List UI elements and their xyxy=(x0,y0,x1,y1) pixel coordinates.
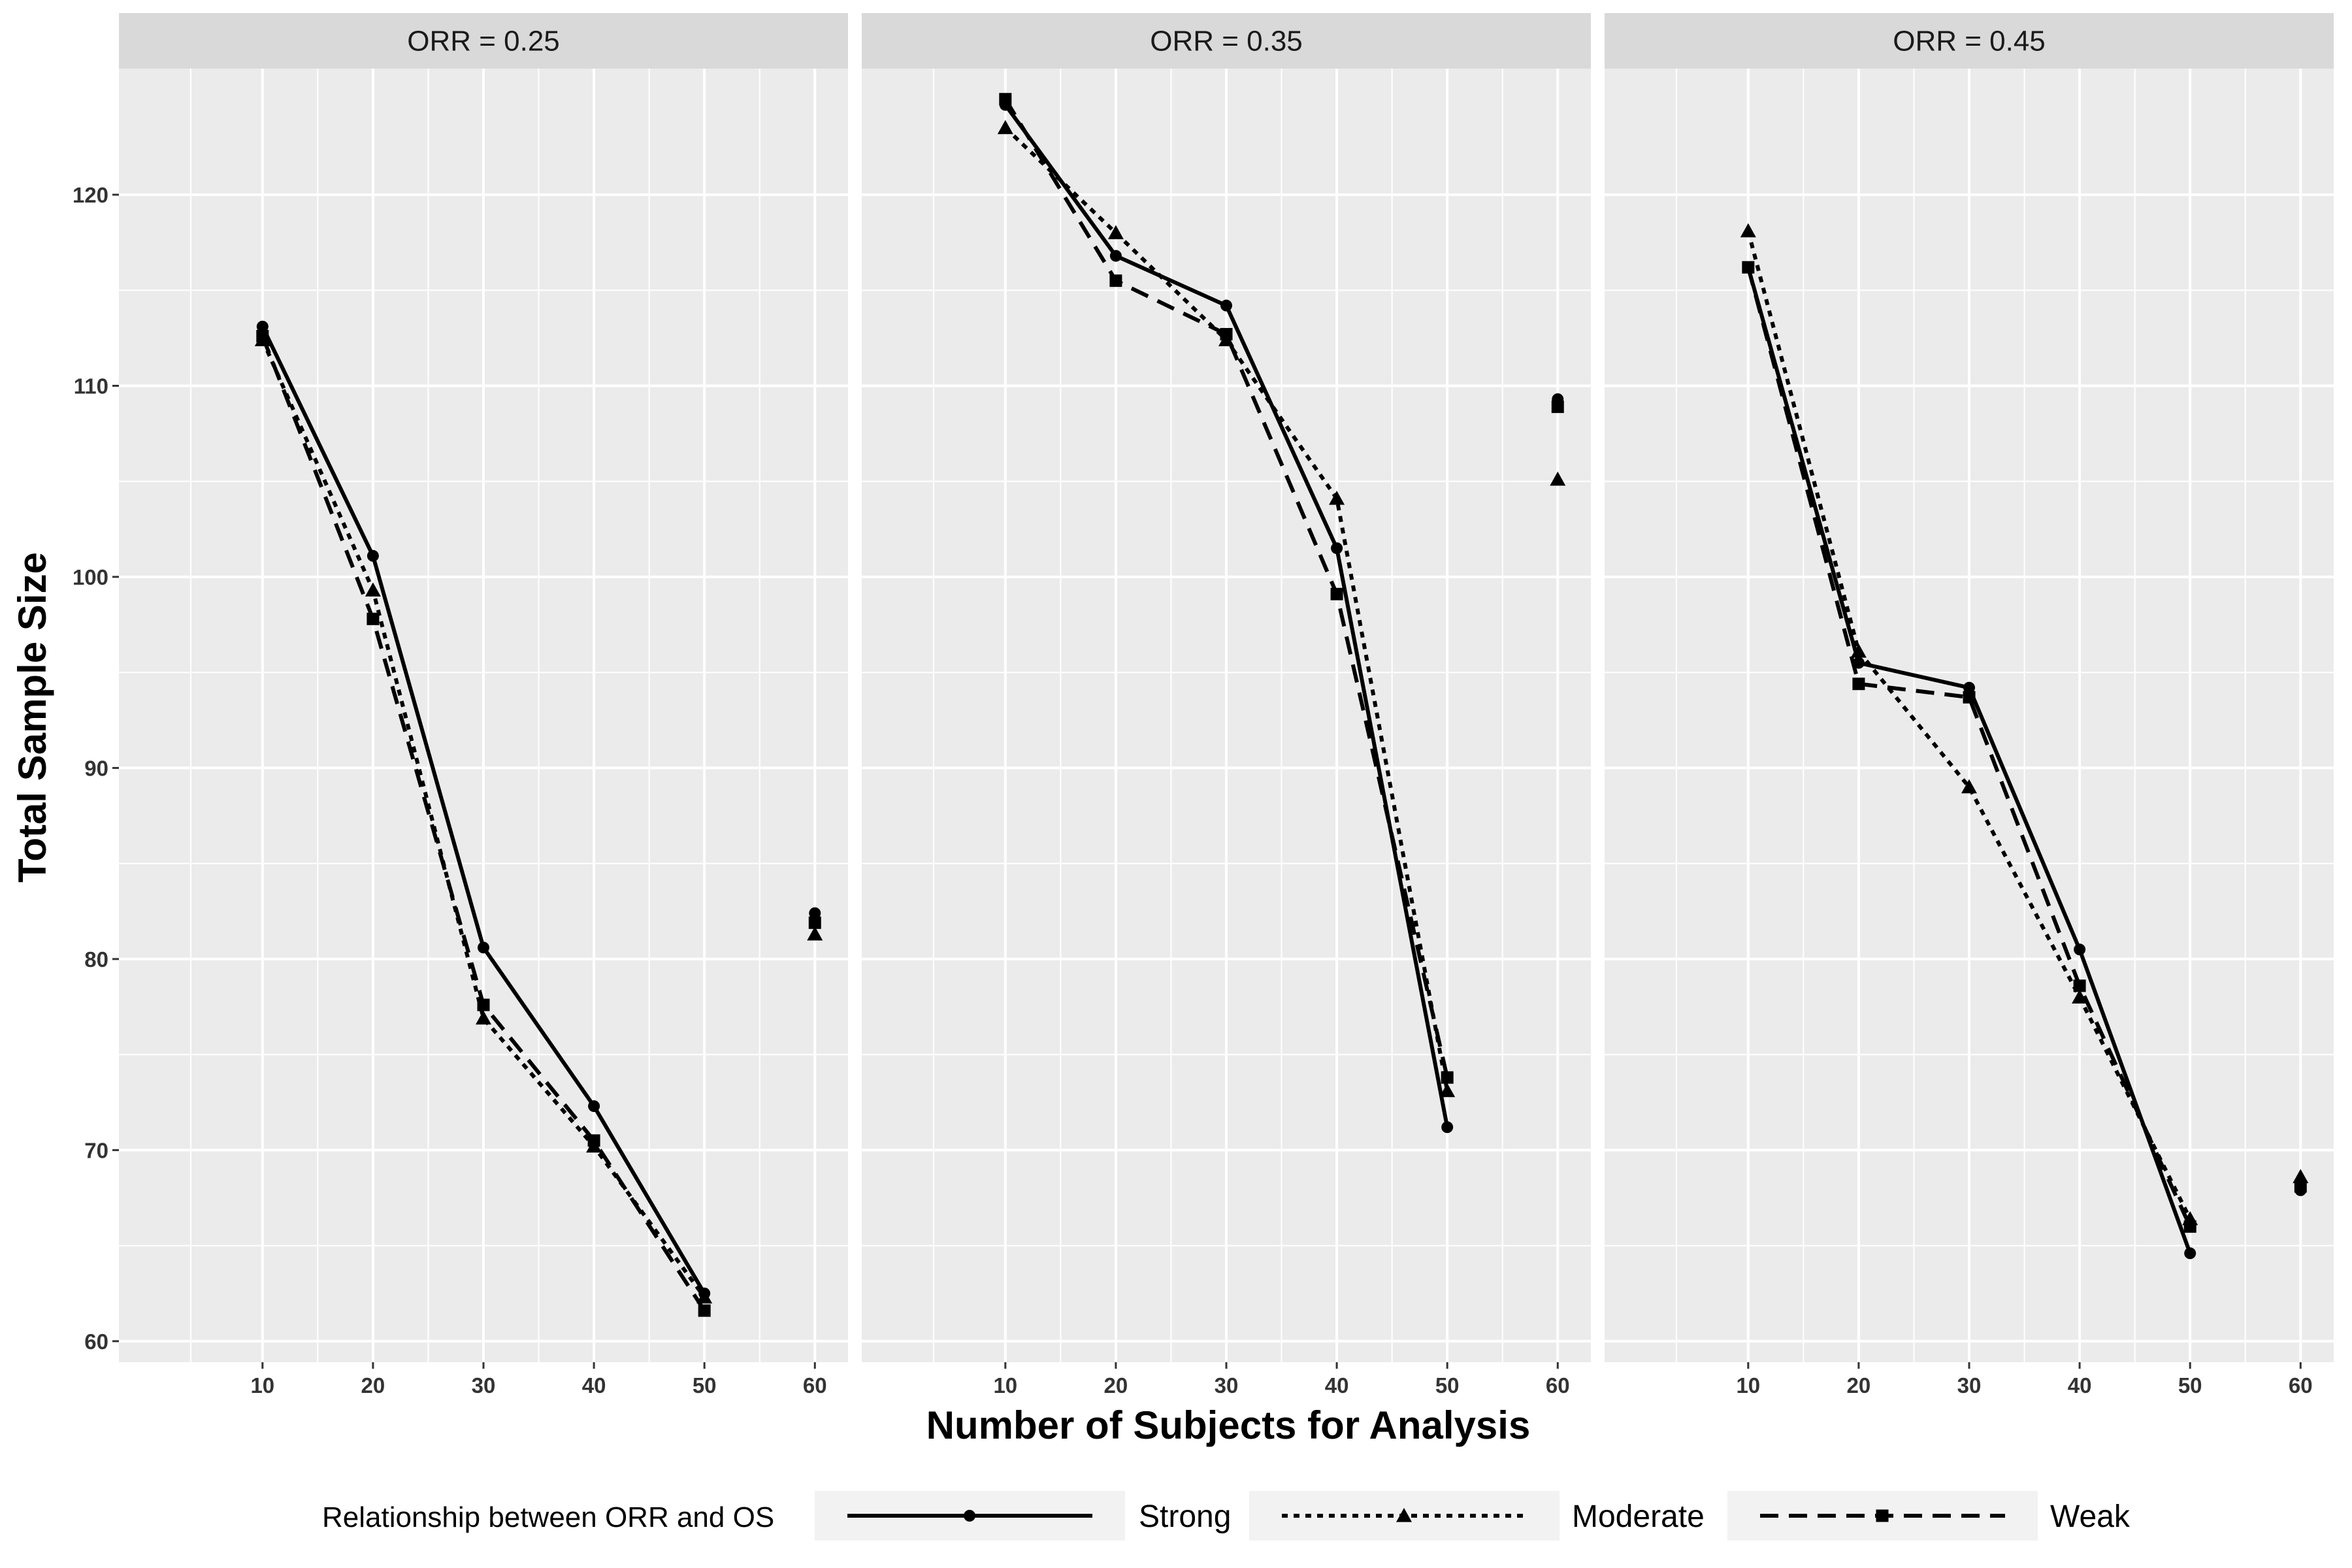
data-point-strong xyxy=(2184,1247,2197,1260)
x-tick-label: 30 xyxy=(472,1373,496,1397)
data-point-weak xyxy=(1330,587,1343,600)
x-tick-label: 50 xyxy=(693,1373,717,1397)
y-tick-label: 90 xyxy=(84,756,108,780)
data-point-moderate xyxy=(1850,644,1867,658)
y-tick-label: 120 xyxy=(73,183,108,207)
data-point-weak xyxy=(587,1134,600,1147)
data-point-weak xyxy=(477,998,490,1011)
data-point-weak xyxy=(1963,691,1976,704)
x-tick-label: 30 xyxy=(1215,1373,1239,1397)
legend: Relationship between ORR and OS Strong Mod… xyxy=(322,1491,2131,1541)
y-tick-label: 70 xyxy=(84,1138,108,1162)
facet-strip xyxy=(1605,13,2334,69)
data-point-strong xyxy=(1220,299,1232,312)
facet-panel: ORR = 0.45 10 20 30 40 50 60 xyxy=(1605,13,2334,1397)
data-point-weak xyxy=(367,612,380,625)
data-point-weak xyxy=(1441,1071,1454,1084)
data-point-strong xyxy=(478,941,489,954)
data-point-strong xyxy=(809,907,821,919)
data-point-moderate xyxy=(997,120,1013,135)
data-point-moderate xyxy=(1107,225,1124,240)
x-tick-label: 40 xyxy=(2068,1373,2092,1397)
series-line-moderate xyxy=(1746,230,2192,1220)
data-point-weak xyxy=(2294,1180,2307,1193)
data-point-moderate xyxy=(1961,779,1977,794)
x-tick-label: 50 xyxy=(1435,1373,1460,1397)
facet-strip xyxy=(862,13,1591,69)
data-point-moderate xyxy=(1439,1083,1456,1098)
data-point-weak xyxy=(999,93,1012,106)
data-point-strong xyxy=(1331,542,1343,555)
data-point-moderate xyxy=(696,1289,713,1304)
facet-strip xyxy=(119,13,848,69)
x-tick-label: 20 xyxy=(1847,1373,1871,1397)
data-point-weak xyxy=(698,1304,711,1317)
data-point-moderate xyxy=(476,1010,491,1025)
data-point-strong xyxy=(256,320,269,333)
data-point-weak xyxy=(2073,979,2086,992)
data-point-moderate xyxy=(365,582,381,597)
x-tick-label: 20 xyxy=(361,1373,385,1397)
facet-panel: ORR = 0.35 10 20 30 40 50 60 xyxy=(862,13,1591,1397)
data-point-moderate xyxy=(1329,491,1345,505)
x-tick-label: 10 xyxy=(1736,1373,1760,1397)
data-point-strong xyxy=(1441,1121,1454,1134)
data-point-strong xyxy=(2074,943,2086,956)
x-tick-label: 40 xyxy=(1325,1373,1349,1397)
x-tick-label: 60 xyxy=(803,1373,827,1397)
legend-title: Relationship between ORR and OS xyxy=(322,1501,774,1533)
gridlines xyxy=(1605,69,2334,1362)
series-line-weak xyxy=(1004,98,1450,1078)
data-point-moderate xyxy=(2072,989,2088,1004)
y-tick-label: 80 xyxy=(84,947,108,972)
y-tick-label: 60 xyxy=(84,1330,108,1354)
x-tick-label: 10 xyxy=(250,1373,274,1397)
x-tick-label: 10 xyxy=(993,1373,1017,1397)
data-point-weak xyxy=(1109,274,1122,287)
x-tick-label: 30 xyxy=(1957,1373,1982,1397)
data-point-weak xyxy=(256,329,269,342)
data-point-strong xyxy=(1963,681,1975,694)
legend-key-marker xyxy=(1396,1508,1412,1522)
data-point-weak xyxy=(1220,328,1233,341)
data-point-weak xyxy=(1852,678,1865,691)
data-point-weak xyxy=(1551,400,1564,414)
data-point-weak xyxy=(808,916,821,929)
legend-key-marker xyxy=(1876,1509,1889,1522)
data-point-strong xyxy=(1109,250,1122,262)
y-tick-label: 110 xyxy=(74,374,108,398)
data-point-weak xyxy=(2183,1220,2197,1233)
legend-label-strong: Strong xyxy=(1139,1499,1231,1534)
data-point-moderate xyxy=(1740,223,1756,238)
legend-label-weak: Weak xyxy=(2050,1499,2131,1534)
x-tick-label: 60 xyxy=(2289,1373,2313,1397)
facet-strip-label: ORR = 0.25 xyxy=(407,25,560,57)
legend-label-moderate: Moderate xyxy=(1572,1499,1705,1534)
facet-strip-label: ORR = 0.45 xyxy=(1893,25,2046,57)
x-tick-label: 20 xyxy=(1104,1373,1128,1397)
x-axis-title: Number of Subjects for Analysis xyxy=(926,1403,1531,1447)
x-tick-label: 50 xyxy=(2178,1373,2202,1397)
data-point-moderate xyxy=(1550,471,1566,486)
data-point-strong xyxy=(588,1100,600,1113)
legend-key-marker xyxy=(964,1510,975,1522)
data-point-moderate xyxy=(807,926,823,941)
y-axis-title: Total Sample Size xyxy=(10,552,54,883)
y-tick-label: 100 xyxy=(73,565,108,589)
data-point-weak xyxy=(1742,261,1755,274)
x-tick-label: 60 xyxy=(1546,1373,1570,1397)
data-point-strong xyxy=(367,549,379,562)
facet-panel: ORR = 0.25 10 20 30 40 50 60 60 70 80 90 100 110 120 xyxy=(73,13,848,1397)
facet-strip-label: ORR = 0.35 xyxy=(1150,25,1303,57)
x-tick-label: 40 xyxy=(582,1373,606,1397)
data-point-moderate xyxy=(2293,1169,2309,1183)
